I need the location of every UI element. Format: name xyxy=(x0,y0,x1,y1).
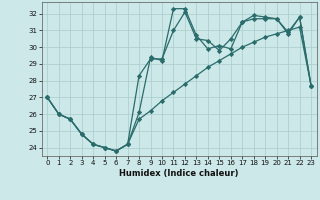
X-axis label: Humidex (Indice chaleur): Humidex (Indice chaleur) xyxy=(119,169,239,178)
